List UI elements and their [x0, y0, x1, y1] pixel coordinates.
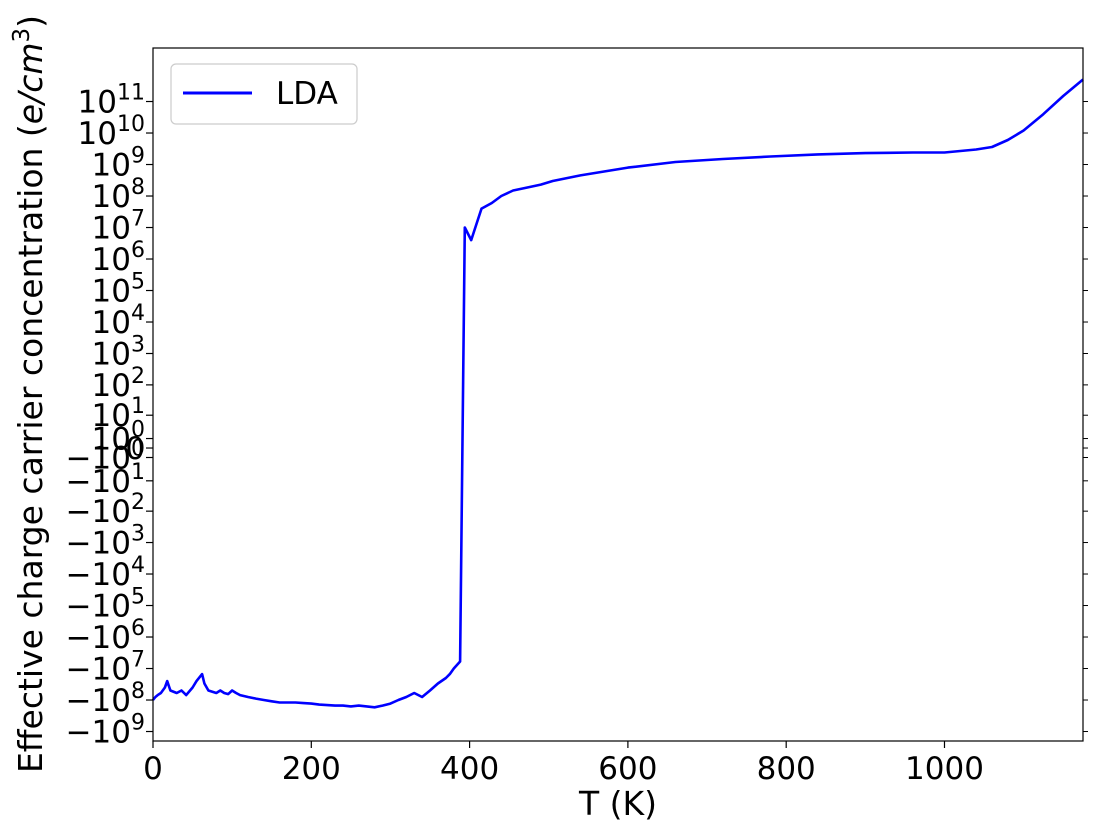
y-tick-label: 1010 — [78, 112, 145, 152]
y-tick-label: −101 — [66, 460, 145, 500]
x-tick-label: 0 — [143, 751, 163, 787]
y-tick-label: −109 — [66, 711, 145, 751]
series-line-lda — [151, 78, 1084, 709]
y-tick-label: −106 — [66, 616, 145, 656]
x-tick-label: 800 — [757, 751, 816, 787]
x-tick-label: 200 — [282, 751, 341, 787]
y-tick-label: −103 — [66, 522, 145, 562]
y-axis-label-suffix: ) — [11, 15, 50, 28]
y-axis-label: Effective charge carrier concentration (… — [9, 15, 50, 773]
y-tick-label: 106 — [92, 238, 145, 278]
y-tick-label: 100 — [92, 418, 145, 458]
y-axis-label-slash: / — [11, 89, 50, 107]
y-axis-label-cm: cm — [11, 42, 50, 92]
y-tick-label: 0 — [125, 431, 145, 467]
y-tick-label: 107 — [92, 207, 145, 247]
x-axis-ticks: 0 200 400 600 800 1000 — [143, 741, 984, 787]
legend-label-lda: LDA — [276, 76, 338, 112]
y-tick-label: −100 — [66, 437, 145, 477]
y-tick-label: −105 — [66, 585, 145, 625]
y-axis-label-exponent: 3 — [9, 28, 35, 43]
legend: LDA — [170, 63, 358, 125]
x-axis-label: T (K) — [578, 784, 657, 823]
y-axis-label-prefix: Effective charge carrier concentration ( — [11, 124, 50, 773]
y-tick-label: 108 — [92, 175, 145, 215]
y-tick-label: 104 — [92, 301, 145, 341]
y-tick-label: −107 — [66, 648, 145, 688]
y-tick-label: −108 — [66, 679, 145, 719]
plot-area — [151, 78, 1084, 709]
y-axis-ticks: 101110101091081071061051041031021011000−… — [66, 81, 1088, 751]
y-tick-label: 101 — [92, 394, 145, 434]
y-tick-label: 103 — [92, 333, 145, 373]
x-tick-label: 400 — [440, 751, 499, 787]
y-tick-label: 1011 — [78, 81, 145, 121]
legend-box — [170, 63, 358, 125]
y-tick-label: 109 — [92, 144, 145, 184]
y-tick-label: 102 — [92, 364, 145, 404]
y-axis-label-e: e — [11, 104, 50, 124]
y-tick-label: −104 — [66, 553, 145, 593]
axes-frame — [152, 47, 1084, 742]
x-tick-label: 600 — [598, 751, 657, 787]
y-tick-label: 105 — [92, 270, 145, 310]
y-tick-label: −102 — [66, 490, 145, 530]
x-tick-label: 1000 — [905, 751, 984, 787]
